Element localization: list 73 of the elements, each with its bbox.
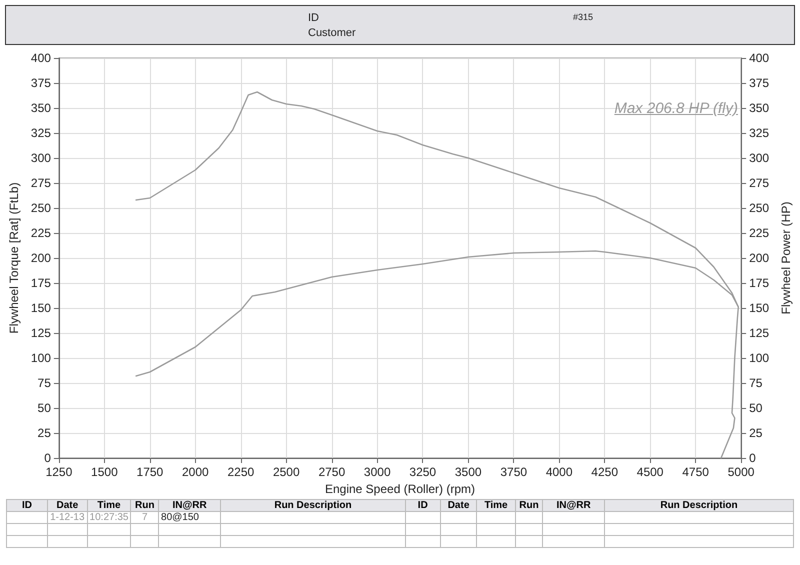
y2-axis-title: Flywheel Power (HP) <box>779 202 793 314</box>
y2-tick-label: 250 <box>749 201 770 215</box>
x-tick-label: 4250 <box>591 465 618 479</box>
y-tick-label: 25 <box>38 426 52 440</box>
y-tick-label: 275 <box>30 176 52 190</box>
x-tick-label: 5000 <box>728 465 755 479</box>
y-tick-label: 175 <box>30 276 52 290</box>
text: 7 <box>130 512 159 524</box>
x-tick-label: 3000 <box>364 465 391 479</box>
text: 10:27:35 <box>87 512 131 524</box>
x-tick-label: 2250 <box>227 465 254 479</box>
x-tick-label: 3250 <box>409 465 436 479</box>
text: ID <box>405 500 440 512</box>
y-tick-label: 325 <box>30 126 52 140</box>
y2-tick-label: 400 <box>749 51 770 65</box>
y2-tick-label: 25 <box>749 426 763 440</box>
x-tick-label: 2500 <box>272 465 300 479</box>
y2-tick-label: 150 <box>749 301 770 315</box>
y-tick-label: 100 <box>30 351 52 365</box>
x-tick-label: 3500 <box>454 465 482 479</box>
y2-tick-label: 75 <box>749 376 763 390</box>
y2-tick-label: 125 <box>749 326 770 340</box>
y2-tick-label: 175 <box>749 276 770 290</box>
y-tick-label: 200 <box>30 251 52 265</box>
x-tick-label: 1750 <box>136 465 164 479</box>
y2-tick-label: 0 <box>749 451 756 465</box>
y-tick-label: 75 <box>38 376 52 390</box>
text: Run <box>130 500 159 512</box>
text: Time <box>87 500 131 512</box>
text: Date <box>48 500 88 512</box>
x-tick-label: 1500 <box>91 465 118 479</box>
y2-tick-label: 50 <box>749 401 763 415</box>
text: IN@RR <box>542 500 604 512</box>
y2-tick-label: 350 <box>749 101 770 115</box>
text: ID <box>308 12 319 24</box>
text: IN@RR <box>158 500 221 512</box>
y-tick-label: 300 <box>30 151 52 165</box>
text: Run Description <box>604 500 794 512</box>
x-axis-title: Engine Speed (Roller) (rpm) <box>324 482 476 496</box>
y-tick-label: 350 <box>30 101 52 115</box>
y2-tick-label: 325 <box>749 126 770 140</box>
text: 1-12-13 <box>48 512 88 524</box>
x-tick-label: 4000 <box>546 465 573 479</box>
x-tick-label: 1250 <box>46 465 73 479</box>
x-tick-label: 4500 <box>636 465 664 479</box>
y2-tick-label: 275 <box>749 176 770 190</box>
y-tick-label: 0 <box>44 451 52 465</box>
x-tick-label: 3750 <box>500 465 528 479</box>
x-tick-label: 4750 <box>682 465 710 479</box>
y-tick-label: 150 <box>30 301 52 315</box>
y2-tick-label: 300 <box>749 151 770 165</box>
annotation: Max 206.8 HP (fly) <box>614 100 738 117</box>
text: #315 <box>573 12 594 22</box>
text: 80@150 <box>158 512 221 524</box>
y2-tick-label: 225 <box>749 226 770 240</box>
text: Time <box>476 500 516 512</box>
text: ID <box>6 500 48 512</box>
y-tick-label: 50 <box>38 401 52 415</box>
y2-tick-label: 375 <box>749 76 770 90</box>
x-tick-label: 2000 <box>182 465 210 479</box>
y-tick-label: 250 <box>30 201 52 215</box>
y2-tick-label: 100 <box>749 351 770 365</box>
text: Run <box>515 500 543 512</box>
text: Run Description <box>220 500 406 512</box>
y-tick-label: 225 <box>30 226 52 240</box>
y-tick-label: 375 <box>30 76 52 90</box>
text: Customer <box>308 27 356 39</box>
y-tick-label: 125 <box>30 326 52 340</box>
y2-tick-label: 200 <box>749 251 770 265</box>
text: Date <box>440 500 477 512</box>
x-tick-label: 2750 <box>318 465 346 479</box>
y-tick-label: 400 <box>30 51 52 65</box>
y-axis-title: Flywheel Torque [Rat] (FtLb) <box>7 182 21 334</box>
